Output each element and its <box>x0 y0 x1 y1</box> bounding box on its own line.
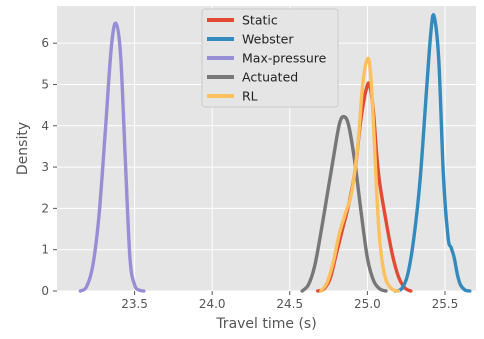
y-tick-label: 2 <box>41 201 49 215</box>
y-tick-label: 4 <box>41 119 49 133</box>
y-tick-label: 1 <box>41 243 49 257</box>
x-tick-label: 25.0 <box>354 297 381 311</box>
y-tick-label: 6 <box>41 36 49 50</box>
legend: Static Webster Max-pressure Actuated RL <box>201 8 339 108</box>
legend-label-actuated: Actuated <box>242 70 298 85</box>
series-line-actuated <box>300 114 388 293</box>
x-tick-label: 24.0 <box>199 297 226 311</box>
y-axis-ticks: 0 1 2 3 4 5 6 <box>41 36 57 298</box>
x-tick-label: 23.5 <box>121 297 148 311</box>
x-axis-label: Travel time (s) <box>215 316 316 332</box>
x-tick-label: 24.5 <box>276 297 303 311</box>
y-tick-label: 5 <box>41 77 49 91</box>
x-axis-ticks: 23.5 24.0 24.5 25.0 25.5 <box>121 291 458 311</box>
y-tick-label: 0 <box>41 284 49 298</box>
legend-box <box>201 8 339 108</box>
series-layer <box>78 13 472 293</box>
x-tick-label: 25.5 <box>432 297 459 311</box>
y-axis-label: Density <box>15 122 31 175</box>
legend-label-static: Static <box>242 13 278 28</box>
legend-label-max-pressure: Max-pressure <box>242 51 327 66</box>
y-tick-label: 3 <box>41 160 49 174</box>
series-line-max-pressure <box>78 21 146 293</box>
series-line-rl <box>319 56 401 293</box>
series-line-webster <box>393 13 472 293</box>
legend-label-webster: Webster <box>242 32 294 47</box>
legend-label-rl: RL <box>242 89 258 104</box>
